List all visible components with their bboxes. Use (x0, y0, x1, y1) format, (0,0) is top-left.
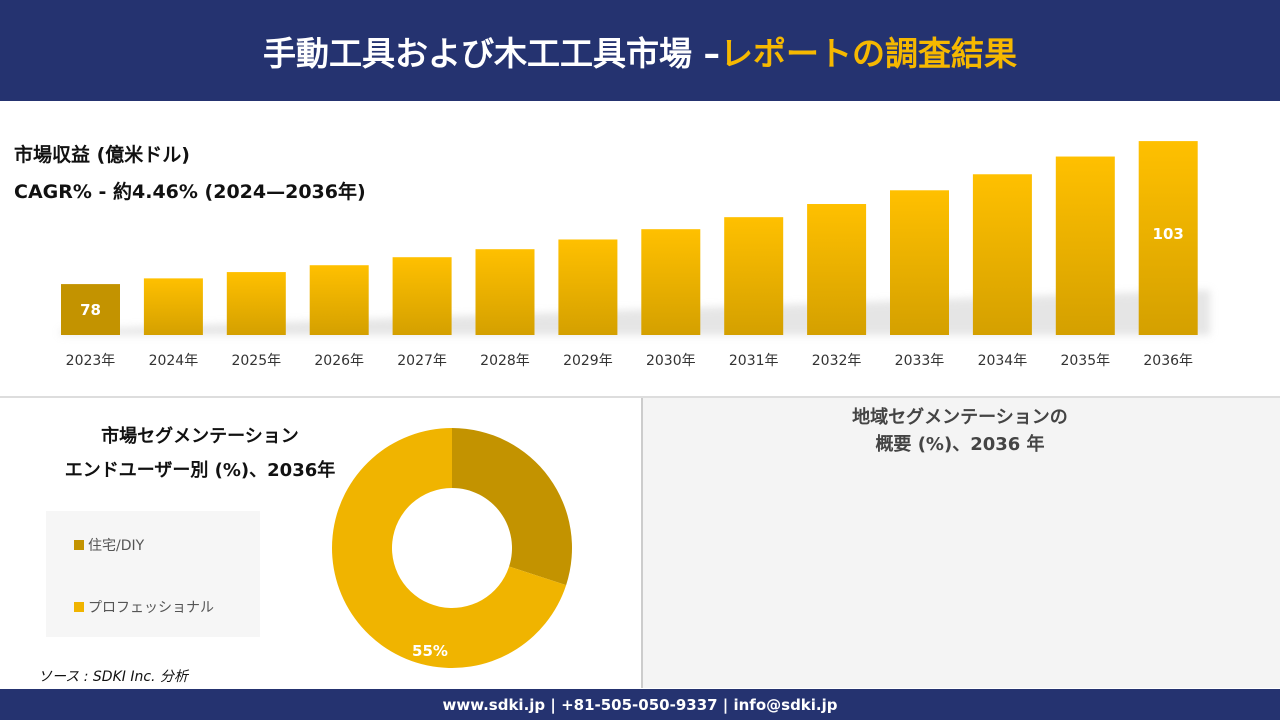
year-tick-label: 2030年 (646, 353, 696, 369)
revenue-bar (309, 265, 369, 335)
regional-panel (641, 398, 1280, 688)
source-note: ソース : SDKI Inc. 分析 (38, 669, 188, 685)
revenue-bar (807, 204, 867, 335)
revenue-bar (392, 257, 452, 335)
segment-title-line1: 市場セグメンテーション (101, 426, 299, 447)
revenue-bar (890, 190, 949, 335)
report-title: 手動工具および木工工具市場 – (263, 33, 720, 73)
header-banner: 手動工具および木工工具市場 – レポートの調査結果 (0, 0, 1280, 101)
donut-legend: 住宅/DIY プロフェッショナル (46, 511, 260, 637)
footer-contact: www.sdki.jp | +81-505-050-9337 | info@sd… (0, 689, 1280, 720)
donut-slice (332, 428, 567, 668)
revenue-bar (972, 174, 1032, 335)
report-title-highlight: レポートの調査結果 (720, 33, 1017, 73)
donut-slice (452, 428, 572, 586)
divider (0, 101, 1280, 104)
revenue-bar (641, 229, 701, 335)
legend-label: プロフェッショナル (88, 600, 214, 616)
legend-swatch (74, 540, 84, 550)
year-tick-label: 2024年 (149, 353, 199, 369)
segment-title-line2: エンドユーザー別 (%)、2036年 (64, 460, 336, 481)
revenue-bar (475, 249, 535, 335)
year-tick-label: 2027年 (397, 353, 447, 369)
regional-title-line2: 概要 (%)、2036 年 (875, 434, 1045, 455)
year-tick-label: 2035年 (1060, 353, 1110, 369)
segment-chart-title: 市場セグメンテーション エンドユーザー別 (%)、2036年 (40, 420, 360, 488)
revenue-bar (1138, 141, 1198, 335)
cagr-subtitle: CAGR% - 約4.46% (2024—2036年) (14, 181, 366, 203)
legend-item-professional: プロフェッショナル (74, 597, 214, 617)
year-tick-label: 2029年 (563, 353, 613, 369)
legend-label: 住宅/DIY (88, 538, 145, 554)
revenue-chart-title: 市場収益 (億米ドル) (14, 144, 190, 166)
regional-title-line1: 地域セグメンテーションの (852, 407, 1068, 428)
revenue-bar (61, 284, 120, 335)
year-tick-label: 2032年 (812, 353, 862, 369)
revenue-bar (143, 278, 203, 335)
section-divider (0, 396, 1280, 398)
year-tick-label: 2036年 (1143, 353, 1193, 369)
revenue-bar (558, 239, 618, 335)
revenue-bar (724, 217, 784, 335)
bar-data-label: 103 (1153, 225, 1184, 243)
year-tick-label: 2028年 (480, 353, 530, 369)
year-tick-label: 2031年 (729, 353, 779, 369)
donut-data-label: 55% (412, 642, 448, 660)
year-tick-label: 2033年 (895, 353, 945, 369)
regional-chart-title: 地域セグメンテーションの 概要 (%)、2036 年 (760, 404, 1160, 458)
year-tick-label: 2025年 (231, 353, 281, 369)
year-tick-label: 2034年 (978, 353, 1028, 369)
legend-item-diy: 住宅/DIY (74, 535, 144, 555)
revenue-bar (1055, 156, 1115, 335)
legend-swatch (74, 602, 84, 612)
revenue-bar (226, 272, 286, 335)
year-tick-label: 2023年 (66, 353, 116, 369)
bar-data-label: 78 (80, 301, 101, 319)
year-tick-label: 2026年 (314, 353, 364, 369)
